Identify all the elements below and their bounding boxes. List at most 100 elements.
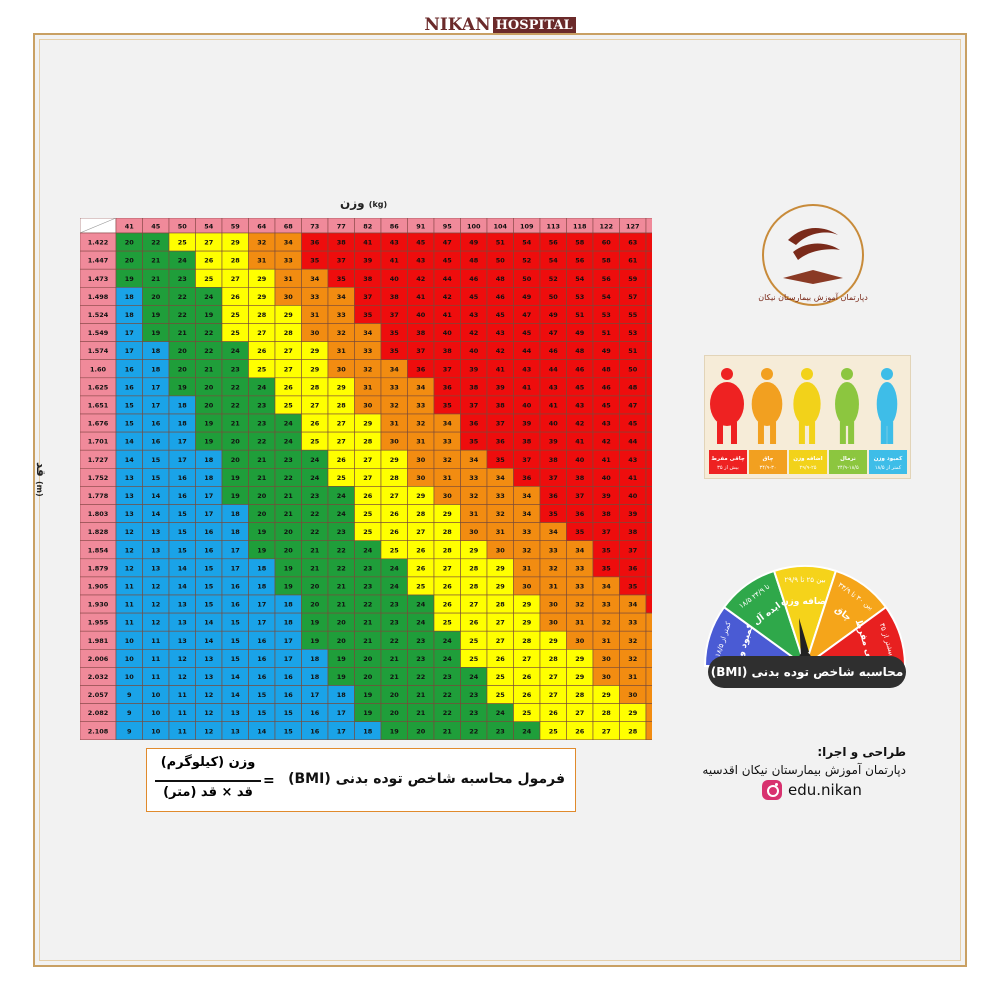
bmi-value-label: 26 bbox=[496, 655, 506, 663]
bmi-cell bbox=[645, 305, 652, 324]
bmi-value-label: 20 bbox=[151, 293, 161, 301]
bmi-value-label: 54 bbox=[549, 257, 559, 265]
bmi-value-label: 37 bbox=[602, 528, 611, 536]
bmi-value-label: 16 bbox=[178, 474, 188, 482]
bmi-value-label: 43 bbox=[469, 311, 478, 319]
bmi-value-label: 27 bbox=[284, 347, 293, 355]
bmi-value-label: 11 bbox=[178, 691, 188, 699]
bmi-value-label: 26 bbox=[204, 257, 214, 265]
bmi-value-label: 32 bbox=[575, 601, 584, 609]
bmi-value-label: 27 bbox=[496, 619, 505, 627]
bmi-value-label: 44 bbox=[628, 438, 638, 446]
bmi-value-label: 25 bbox=[284, 401, 294, 409]
bmi-value-label: 23 bbox=[257, 420, 266, 428]
bmi-value-label: 23 bbox=[363, 582, 372, 590]
bmi-value-label: 29 bbox=[310, 365, 320, 373]
bmi-value-label: 9 bbox=[127, 727, 132, 735]
bmi-value-label: 30 bbox=[522, 582, 532, 590]
bmi-value-label: 28 bbox=[496, 601, 506, 609]
bmi-value-label: 32 bbox=[416, 420, 425, 428]
bmi-value-label: 20 bbox=[363, 673, 373, 681]
bmi-value-label: 53 bbox=[628, 329, 637, 337]
bmi-value-label: 28 bbox=[469, 582, 479, 590]
bmi-value-label: 28 bbox=[337, 401, 347, 409]
bmi-value-label: 23 bbox=[469, 709, 478, 717]
body-legend-box bbox=[869, 450, 907, 474]
bmi-cell bbox=[645, 268, 652, 288]
bmi-value-label: 30 bbox=[575, 637, 585, 645]
bmi-value-label: 16 bbox=[204, 528, 214, 536]
height-header-label: 1.574 bbox=[88, 347, 109, 355]
bmi-value-label: 10 bbox=[125, 655, 135, 663]
bmi-value-label: 52 bbox=[549, 275, 558, 283]
bmi-value-label: 41 bbox=[522, 383, 532, 391]
bmi-value-label: 41 bbox=[390, 257, 400, 265]
bmi-value-label: 39 bbox=[469, 365, 479, 373]
instagram-link[interactable]: edu.nikan bbox=[762, 780, 862, 800]
bmi-value-label: 37 bbox=[522, 456, 531, 464]
bmi-value-label: 40 bbox=[602, 474, 612, 482]
bmi-value-label: 17 bbox=[284, 637, 293, 645]
bmi-value-label: 45 bbox=[522, 329, 532, 337]
bmi-value-label: 36 bbox=[628, 564, 638, 572]
bmi-cell bbox=[645, 576, 652, 596]
bmi-value-label: 41 bbox=[575, 438, 585, 446]
bmi-value-label: 18 bbox=[310, 673, 320, 681]
bmi-value-label: 34 bbox=[628, 601, 638, 609]
bmi-value-label: 28 bbox=[469, 564, 479, 572]
gauge-title: محاسبه شاخص توده بدنی (BMI) bbox=[708, 656, 906, 688]
bmi-value-label: 29 bbox=[231, 239, 241, 247]
bmi-value-label: 13 bbox=[231, 709, 240, 717]
bmi-value-label: 41 bbox=[363, 239, 373, 247]
bmi-value-label: 23 bbox=[416, 655, 425, 663]
bmi-value-label: 11 bbox=[125, 601, 135, 609]
bmi-value-label: 21 bbox=[390, 673, 400, 681]
bmi-value-label: 17 bbox=[125, 347, 134, 355]
bmi-value-label: 48 bbox=[628, 383, 638, 391]
bmi-value-label: 19 bbox=[231, 492, 241, 500]
bmi-value-label: 33 bbox=[390, 383, 399, 391]
credits: طراحی و اجرا: دپارتمان آموزش بیمارستان ن… bbox=[700, 745, 906, 777]
weight-header-label: 59 bbox=[231, 223, 241, 231]
bmi-value-label: 19 bbox=[310, 619, 320, 627]
bmi-value-label: 10 bbox=[125, 673, 135, 681]
bmi-value-label: 25 bbox=[337, 474, 347, 482]
y-axis-label: قد bbox=[34, 462, 48, 477]
bmi-value-label: 63 bbox=[628, 239, 637, 247]
bmi-value-label: 40 bbox=[549, 420, 559, 428]
bmi-cell bbox=[645, 377, 652, 397]
height-header-label: 1.498 bbox=[88, 293, 109, 301]
bmi-value-label: 24 bbox=[310, 474, 320, 482]
bmi-value-label: 42 bbox=[443, 293, 452, 301]
weight-header-label: 77 bbox=[337, 223, 346, 231]
height-header-label: 1.676 bbox=[88, 420, 109, 428]
bmi-value-label: 29 bbox=[575, 655, 585, 663]
bmi-value-label: 28 bbox=[416, 510, 426, 518]
bmi-value-label: 31 bbox=[443, 474, 453, 482]
bmi-value-label: 22 bbox=[178, 311, 187, 319]
bmi-value-label: 34 bbox=[390, 365, 400, 373]
bmi-value-label: 16 bbox=[151, 438, 161, 446]
bmi-value-label: 39 bbox=[602, 492, 612, 500]
bmi-value-label: 31 bbox=[522, 564, 532, 572]
bmi-value-label: 46 bbox=[575, 365, 585, 373]
bmi-value-label: 20 bbox=[204, 383, 214, 391]
bmi-value-label: 23 bbox=[416, 637, 425, 645]
bmi-value-label: 31 bbox=[602, 637, 612, 645]
bmi-value-label: 37 bbox=[496, 420, 505, 428]
bmi-value-label: 43 bbox=[390, 239, 399, 247]
bmi-value-label: 35 bbox=[443, 401, 453, 409]
bmi-value-label: 50 bbox=[628, 365, 638, 373]
bmi-value-label: 36 bbox=[496, 438, 506, 446]
bmi-value-label: 23 bbox=[284, 456, 293, 464]
bmi-value-label: 19 bbox=[337, 673, 347, 681]
bmi-value-label: 21 bbox=[416, 691, 426, 699]
bmi-value-label: 32 bbox=[602, 619, 611, 627]
bmi-value-label: 21 bbox=[337, 601, 347, 609]
bmi-value-label: 20 bbox=[257, 492, 267, 500]
bmi-value-label: 25 bbox=[178, 239, 188, 247]
bmi-value-label: 45 bbox=[496, 311, 506, 319]
bmi-value-label: 16 bbox=[178, 492, 188, 500]
bmi-value-label: 13 bbox=[231, 727, 240, 735]
y-axis-title: قد (m) bbox=[34, 462, 48, 501]
